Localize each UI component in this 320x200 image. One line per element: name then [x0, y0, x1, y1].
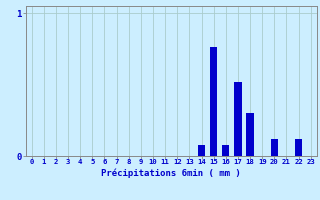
Bar — [246, 113, 254, 156]
Bar — [198, 145, 205, 156]
Bar — [210, 47, 217, 156]
Bar — [222, 145, 229, 156]
Bar — [295, 139, 302, 156]
Bar — [271, 139, 278, 156]
X-axis label: Précipitations 6min ( mm ): Précipitations 6min ( mm ) — [101, 168, 241, 178]
Bar — [234, 82, 242, 156]
